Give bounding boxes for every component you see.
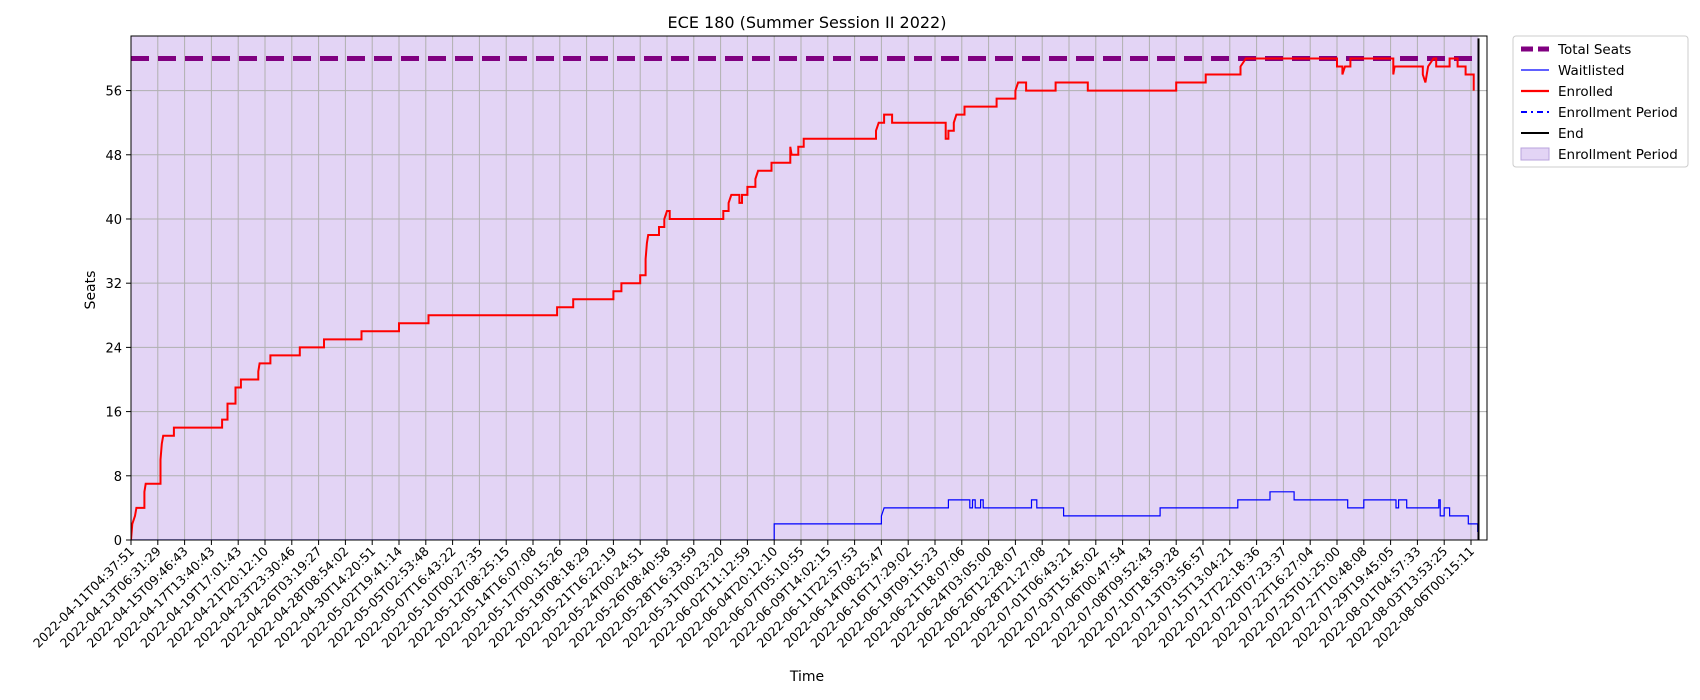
legend-label: Waitlisted (1558, 63, 1625, 79)
plot-frame (130, 35, 1488, 541)
x-ticks: 2022-04-11T04:37:512022-04-13T06:31:2920… (30, 540, 1477, 651)
legend-label: Total Seats (1557, 42, 1631, 58)
y-axis-label: Seats (83, 271, 99, 310)
legend-label: Enrollment Period (1558, 105, 1678, 121)
y-tick-label: 48 (105, 149, 122, 164)
legend-label: Enrollment Period (1558, 147, 1678, 163)
enrollment-period-span (131, 36, 1479, 540)
y-tick-label: 16 (105, 406, 122, 421)
y-tick-label: 0 (114, 534, 122, 549)
legend-label: Enrolled (1558, 84, 1613, 100)
y-ticks: 0 8 16 24 32 40 48 56 (105, 85, 131, 549)
enrolled-line (131, 57, 1475, 540)
legend-box (1512, 35, 1689, 168)
y-tick-label: 8 (114, 470, 122, 485)
grid-layer (130, 36, 1487, 541)
waitlisted-line (131, 491, 1479, 540)
enrollment-period-shade-layer (131, 36, 1479, 540)
x-axis-label: Time (789, 669, 824, 685)
y-tick-label: 24 (105, 341, 122, 356)
chart-title: ECE 180 (Summer Session II 2022) (668, 13, 947, 32)
y-tick-label: 56 (105, 85, 122, 100)
y-tick-label: 40 (105, 213, 122, 228)
series-layer (131, 38, 1480, 540)
y-tick-label: 32 (105, 277, 122, 292)
legend: Total Seats Waitlisted Enrolled Enrollment … (1512, 35, 1689, 168)
legend-swatch-enrollment-period-span (1520, 147, 1550, 161)
legend-label: End (1558, 126, 1584, 142)
